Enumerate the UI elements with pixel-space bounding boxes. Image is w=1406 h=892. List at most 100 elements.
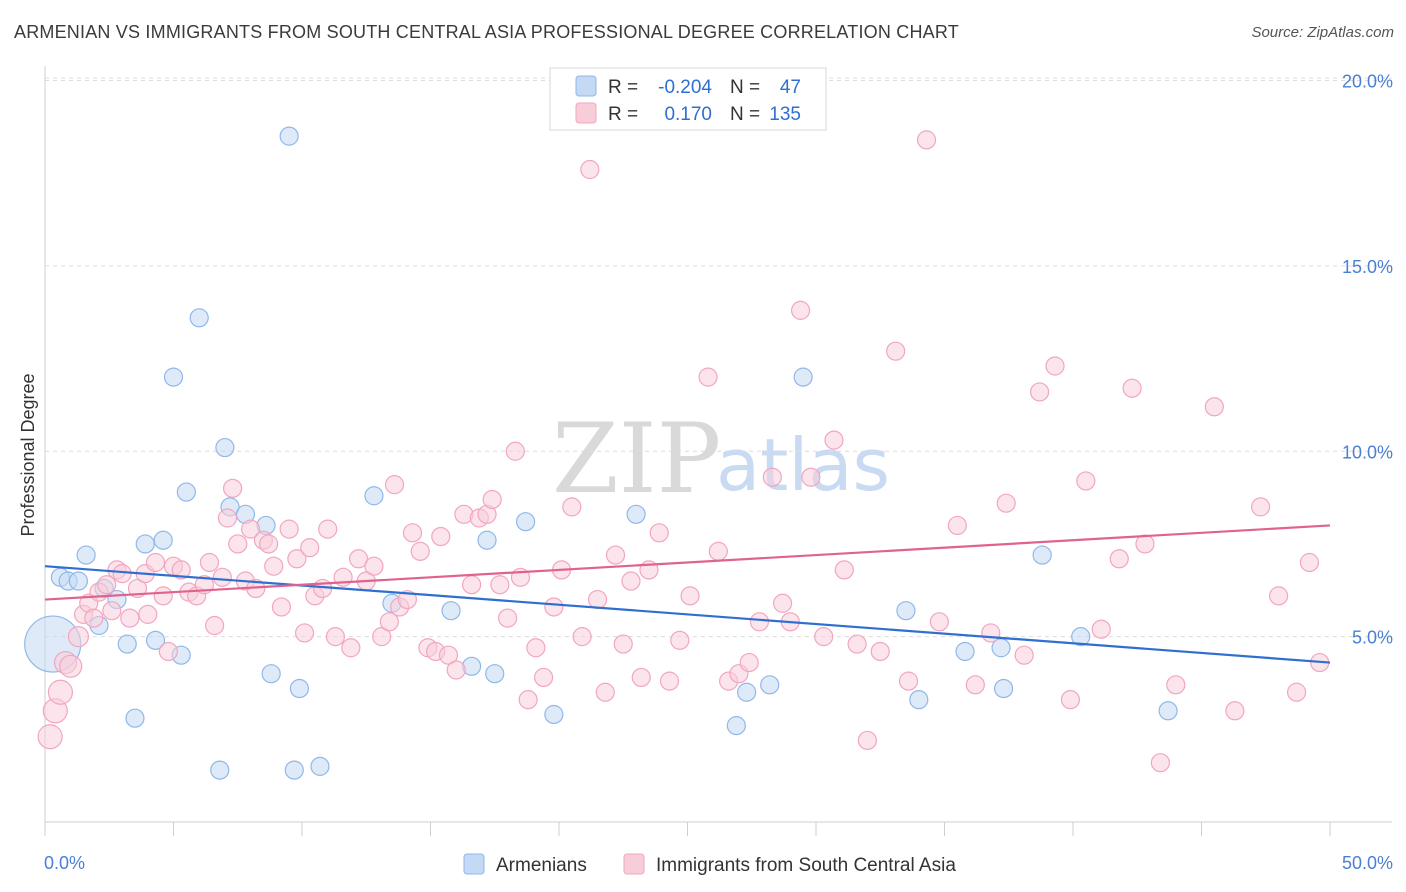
point-armenians-26 (310, 756, 330, 776)
point-immigrants-63 (446, 660, 466, 680)
point-armenians-27 (364, 486, 384, 506)
point-immigrants-40 (287, 549, 307, 569)
watermark-atlas: atlas (716, 423, 890, 507)
point-immigrants-112 (929, 612, 949, 632)
point-immigrants-38 (271, 597, 292, 617)
point-immigrants-128 (1204, 397, 1224, 417)
point-immigrants-27 (205, 615, 225, 636)
point-armenians-44 (994, 678, 1014, 699)
point-armenians-32 (485, 664, 505, 684)
y-tick-label-0: 5.0% (1352, 628, 1393, 648)
point-immigrants-85 (621, 571, 641, 591)
legend-series: Armenians Immigrants from South Central … (463, 853, 956, 876)
point-immigrants-37 (264, 556, 284, 576)
x-tick-label-left: 0.0% (44, 853, 85, 873)
point-immigrants-118 (1029, 382, 1050, 402)
point-immigrants-76 (544, 597, 564, 617)
point-immigrants-115 (981, 623, 1001, 643)
point-armenians-39 (793, 367, 813, 387)
legend-bottom-label-armenians: Armenians (496, 855, 587, 876)
point-armenians-17 (210, 760, 230, 780)
point-armenians-3 (68, 571, 89, 591)
point-armenians-8 (117, 634, 137, 654)
watermark-zip: ZIP (552, 403, 721, 515)
point-immigrants-33 (241, 519, 261, 539)
point-immigrants-107 (857, 730, 878, 751)
point-immigrants-81 (587, 589, 608, 610)
point-armenians-9 (125, 708, 145, 728)
point-immigrants-62 (438, 645, 459, 665)
y-tick-label-2: 15.0% (1342, 257, 1393, 277)
point-armenians-46 (1071, 627, 1091, 647)
point-armenians-10 (135, 534, 155, 554)
point-immigrants-69 (490, 575, 510, 595)
point-immigrants-101 (790, 300, 811, 320)
point-armenians-40 (896, 601, 916, 621)
point-immigrants-124 (1122, 378, 1142, 398)
legend-n-label-armenians: N = (730, 77, 760, 98)
y-tick-label-3: 20.0% (1342, 72, 1393, 92)
point-immigrants-49 (348, 549, 369, 569)
point-immigrants-91 (680, 586, 700, 606)
point-immigrants-106 (847, 634, 867, 654)
point-armenians-12 (153, 530, 173, 550)
point-immigrants-68 (482, 489, 502, 510)
point-immigrants-29 (217, 508, 238, 528)
point-immigrants-31 (228, 534, 248, 554)
point-immigrants-26 (199, 552, 220, 573)
point-armenians-13 (163, 367, 184, 387)
point-immigrants-13 (112, 564, 132, 584)
point-armenians-4 (76, 545, 96, 565)
point-armenians-47 (1158, 701, 1178, 721)
point-armenians-23 (279, 126, 299, 146)
legend-n-armenians: 47 (780, 77, 801, 98)
point-armenians-37 (737, 682, 757, 702)
point-armenians-11 (145, 630, 166, 650)
trend-line-armenians (44, 565, 1331, 664)
point-immigrants-117 (1014, 645, 1034, 665)
point-immigrants-96 (739, 652, 759, 673)
point-immigrants-113 (947, 515, 967, 536)
point-immigrants-103 (814, 627, 834, 647)
point-immigrants-99 (772, 593, 793, 613)
point-immigrants-71 (505, 441, 525, 461)
legend-swatch-immigrants (575, 102, 597, 124)
point-immigrants-54 (384, 475, 405, 495)
point-immigrants-70 (498, 608, 518, 628)
point-immigrants-51 (364, 556, 384, 576)
point-immigrants-73 (518, 690, 538, 710)
point-immigrants-93 (708, 541, 728, 561)
legend-r-armenians: -0.204 (658, 77, 712, 98)
trend-lines (44, 524, 1331, 664)
legend-stats: R = -0.204 N = 47 R = 0.170 N = 135 (549, 67, 827, 131)
point-immigrants-116 (996, 493, 1016, 513)
tick-labels: 5.0% 10.0% 15.0% 20.0% 0.0% 50.0% (44, 72, 1393, 873)
point-armenians-15 (176, 482, 196, 502)
legend-r-label-armenians: R = (608, 77, 638, 98)
point-immigrants-8 (84, 608, 104, 628)
point-immigrants-97 (749, 612, 770, 632)
point-immigrants-90 (670, 630, 690, 650)
source-credit: Source: ZipAtlas.com (1251, 24, 1394, 41)
legend-swatch-armenians (575, 75, 597, 97)
point-immigrants-129 (1225, 701, 1245, 721)
legend-n-immigrants: 135 (769, 104, 801, 125)
point-immigrants-111 (916, 130, 937, 150)
point-immigrants-2 (47, 679, 74, 705)
point-immigrants-20 (158, 641, 178, 662)
x-tick-label-right: 50.0% (1342, 853, 1393, 873)
point-immigrants-75 (533, 667, 554, 688)
point-immigrants-122 (1091, 619, 1111, 639)
point-armenians-16 (189, 308, 209, 328)
point-immigrants-61 (431, 526, 451, 547)
point-immigrants-22 (171, 560, 191, 580)
point-immigrants-36 (258, 534, 279, 554)
point-armenians-34 (544, 704, 564, 725)
point-immigrants-130 (1251, 497, 1271, 517)
point-immigrants-114 (965, 675, 985, 695)
point-immigrants-123 (1109, 549, 1129, 569)
point-armenians-18 (215, 437, 235, 458)
point-armenians-33 (515, 512, 536, 532)
point-immigrants-53 (379, 612, 399, 632)
point-immigrants-46 (325, 627, 346, 647)
